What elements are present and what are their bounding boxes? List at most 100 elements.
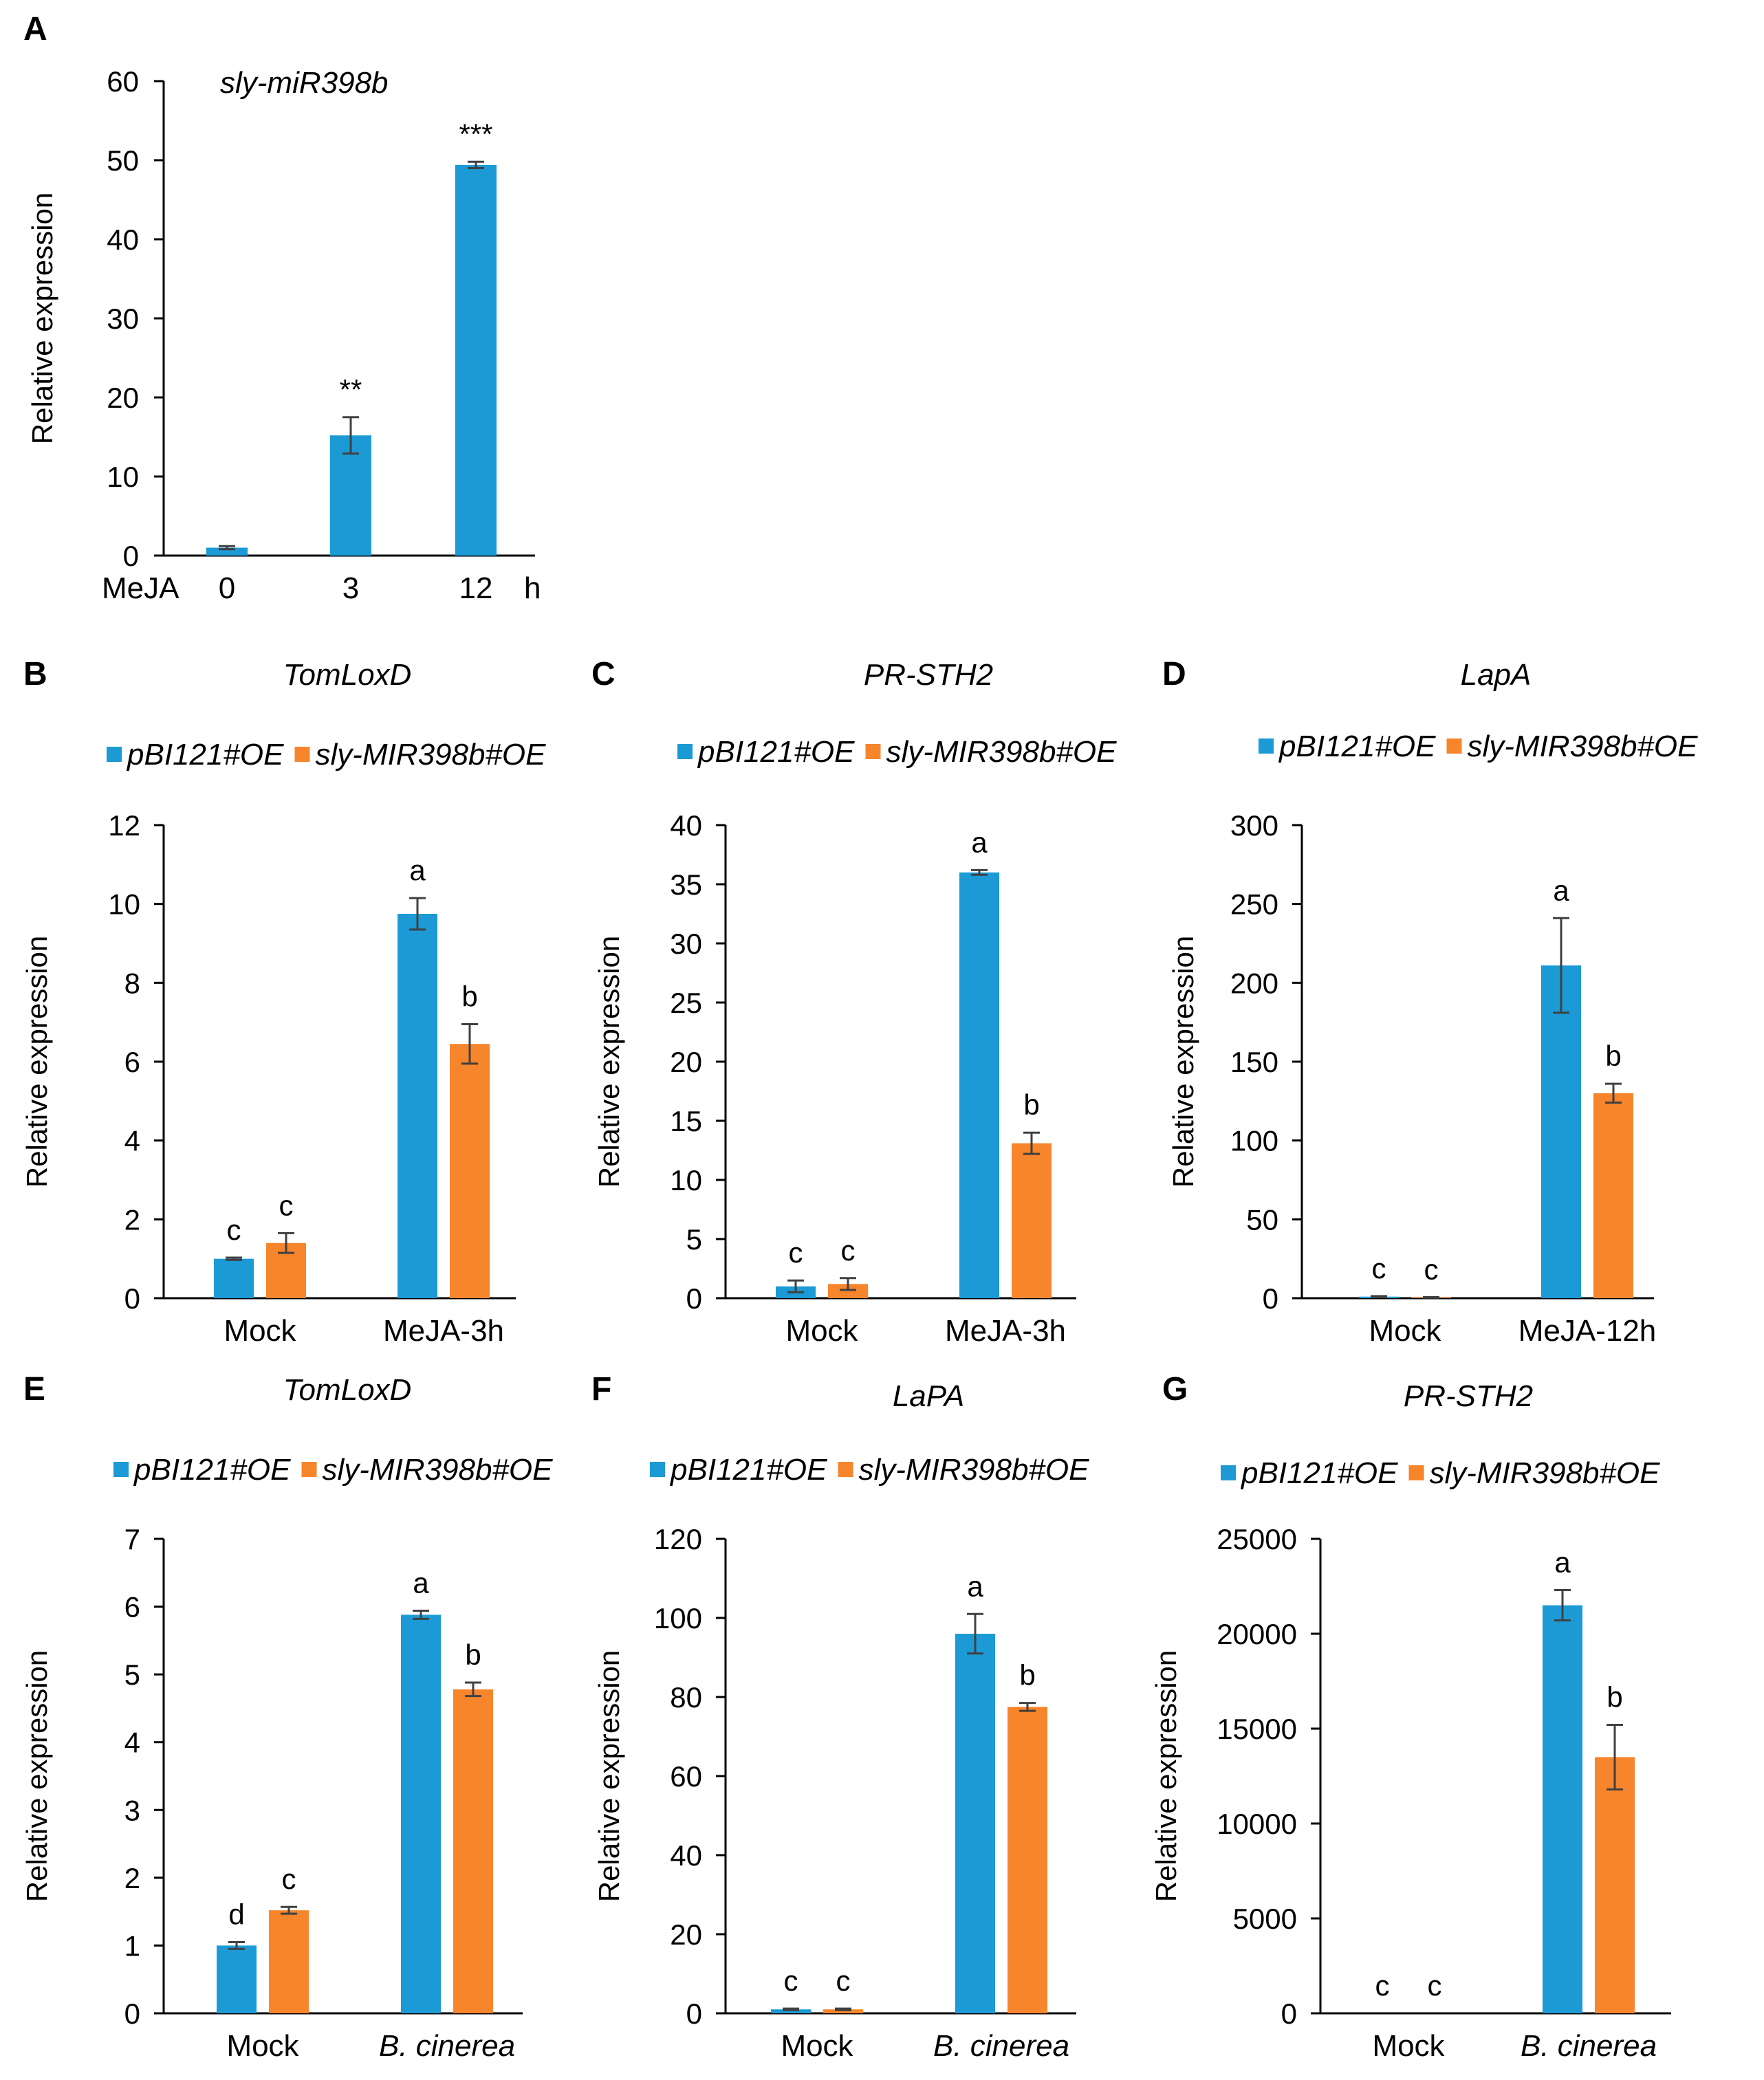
x-tick-label: MeJA-3h	[945, 1314, 1066, 1348]
panel-letter: G	[1162, 1371, 1188, 1408]
y-tick-label: 3	[124, 1794, 140, 1826]
y-tick-label: 100	[654, 1602, 702, 1634]
legend-swatch-series-1	[1221, 1465, 1236, 1480]
y-tick-label: 10	[670, 1164, 702, 1196]
bar-1-2	[401, 1614, 441, 2013]
bar-2-2	[1008, 1707, 1047, 2013]
legend-label-series-2: sly-MIR398b#OE	[886, 735, 1118, 769]
chart-title: sly-miR398b	[220, 66, 389, 100]
significance-label: a	[971, 826, 988, 858]
y-axis-label: Relative expression	[593, 936, 625, 1188]
bar-1-1	[217, 1945, 257, 2013]
bar-2-1	[269, 1910, 309, 2013]
y-tick-label: 20	[670, 1918, 702, 1951]
significance-label: a	[1553, 874, 1569, 906]
x-tick-label: B. cinerea	[379, 2029, 515, 2063]
y-axis-label: Relative expression	[1150, 1650, 1182, 1903]
y-tick-label: 20000	[1217, 1618, 1297, 1650]
x-tick-label: Mock	[781, 2029, 853, 2063]
legend-label-series-1: pBI121#OE	[126, 738, 284, 771]
significance-label: b	[1023, 1088, 1039, 1121]
significance-label: c	[836, 1964, 851, 1997]
bar-1-2	[398, 914, 437, 1298]
y-tick-label: 0	[1281, 1997, 1297, 2030]
chart-panel-g: G PR-STH2 Relative expression 0 5000 10000 150…	[1150, 1371, 1671, 2063]
legend: pBI121#OE sly-MIR398b#OE	[1259, 730, 1698, 763]
legend: pBI121#OE sly-MIR398b#OE	[650, 1453, 1089, 1487]
bar-1-2	[1541, 965, 1581, 1298]
significance-label: **	[340, 373, 362, 406]
y-axis-label: Relative expression	[21, 936, 53, 1188]
legend-label-series-2: sly-MIR398b#OE	[859, 1453, 1090, 1487]
legend-swatch-series-1	[113, 1462, 129, 1477]
bar-1-1	[206, 547, 248, 556]
significance-label: a	[967, 1570, 983, 1602]
x-tick-label: MeJA-3h	[383, 1314, 504, 1348]
significance-label: b	[1019, 1659, 1035, 1692]
legend: pBI121#OE sly-MIR398b#OE	[113, 1453, 553, 1487]
significance-label: c	[1375, 1969, 1390, 2002]
y-tick-label: 0	[686, 1997, 702, 2030]
significance-label: c	[282, 1863, 296, 1895]
significance-label: c	[227, 1214, 241, 1246]
bar-2-2	[1593, 1093, 1633, 1298]
significance-label: c	[841, 1234, 856, 1267]
y-tick-label: 5	[686, 1223, 702, 1256]
significance-label: b	[461, 981, 477, 1013]
panel-letter: F	[591, 1371, 611, 1408]
chart-title: LapA	[1461, 658, 1532, 692]
y-tick-label: 40	[107, 223, 139, 256]
chart-panel-c: C PR-STH2 Relative expression 0 5 10 15 20 25 30 3…	[591, 656, 1117, 1348]
y-tick-label: 15	[670, 1105, 702, 1137]
y-axis-label: Relative expression	[21, 1650, 53, 1903]
y-tick-label: 100	[1230, 1125, 1278, 1157]
y-tick-label: 25000	[1217, 1523, 1297, 1555]
x-tick-label: 3	[342, 571, 359, 605]
bar-1-2	[955, 1634, 995, 2013]
significance-label: c	[1424, 1253, 1439, 1285]
y-tick-label: 35	[670, 868, 702, 901]
y-tick-label: 40	[670, 1839, 702, 1872]
x-tick-label: Mock	[226, 2029, 299, 2063]
legend: pBI121#OE sly-MIR398b#OE	[677, 735, 1117, 769]
y-tick-label: 30	[670, 928, 702, 960]
y-tick-label: 120	[654, 1523, 702, 1555]
legend-label-series-2: sly-MIR398b#OE	[1468, 730, 1699, 763]
bar-2-2	[450, 1044, 490, 1298]
y-tick-label: 10000	[1217, 1808, 1297, 1840]
y-tick-label: 12	[108, 809, 140, 842]
panel-letter: A	[23, 11, 47, 47]
x-axis-prefix: MeJA	[102, 571, 179, 605]
y-tick-label: 0	[124, 1282, 140, 1315]
y-tick-label: 10	[107, 461, 139, 493]
bar-1-2	[959, 872, 999, 1298]
y-axis-label: Relative expression	[26, 193, 58, 445]
significance-label: d	[228, 1898, 244, 1931]
y-tick-label: 20	[670, 1046, 702, 1078]
y-tick-label: 4	[124, 1727, 140, 1759]
y-tick-label: 25	[670, 987, 702, 1019]
panel-letter: B	[23, 656, 47, 692]
bar-1-2	[1543, 1605, 1582, 2013]
chart-panel-b: B TomLoxD Relative expression 0 2 4 6 8 10 12 pBI1…	[21, 656, 546, 1348]
panel-letter: D	[1162, 656, 1186, 692]
bar-1-3	[455, 164, 497, 556]
y-tick-label: 8	[124, 967, 140, 999]
x-tick-label: B. cinerea	[1521, 2029, 1657, 2063]
y-tick-label: 60	[107, 65, 139, 98]
significance-label: b	[465, 1639, 481, 1671]
legend-swatch-series-1	[107, 747, 122, 762]
legend-label-series-1: pBI121#OE	[133, 1453, 291, 1487]
y-tick-label: 0	[123, 540, 139, 572]
significance-label: b	[1605, 1040, 1621, 1072]
bar-1-2	[330, 435, 371, 556]
y-tick-label: 4	[124, 1125, 140, 1157]
legend-label-series-1: pBI121#OE	[1278, 730, 1436, 763]
bar-2-2	[453, 1689, 493, 2013]
panel-letter: C	[591, 656, 616, 692]
legend-label-series-2: sly-MIR398b#OE	[316, 738, 547, 771]
x-tick-label: 0	[219, 571, 235, 605]
x-tick-label: Mock	[785, 1314, 858, 1348]
legend-swatch-series-2	[301, 1462, 317, 1477]
